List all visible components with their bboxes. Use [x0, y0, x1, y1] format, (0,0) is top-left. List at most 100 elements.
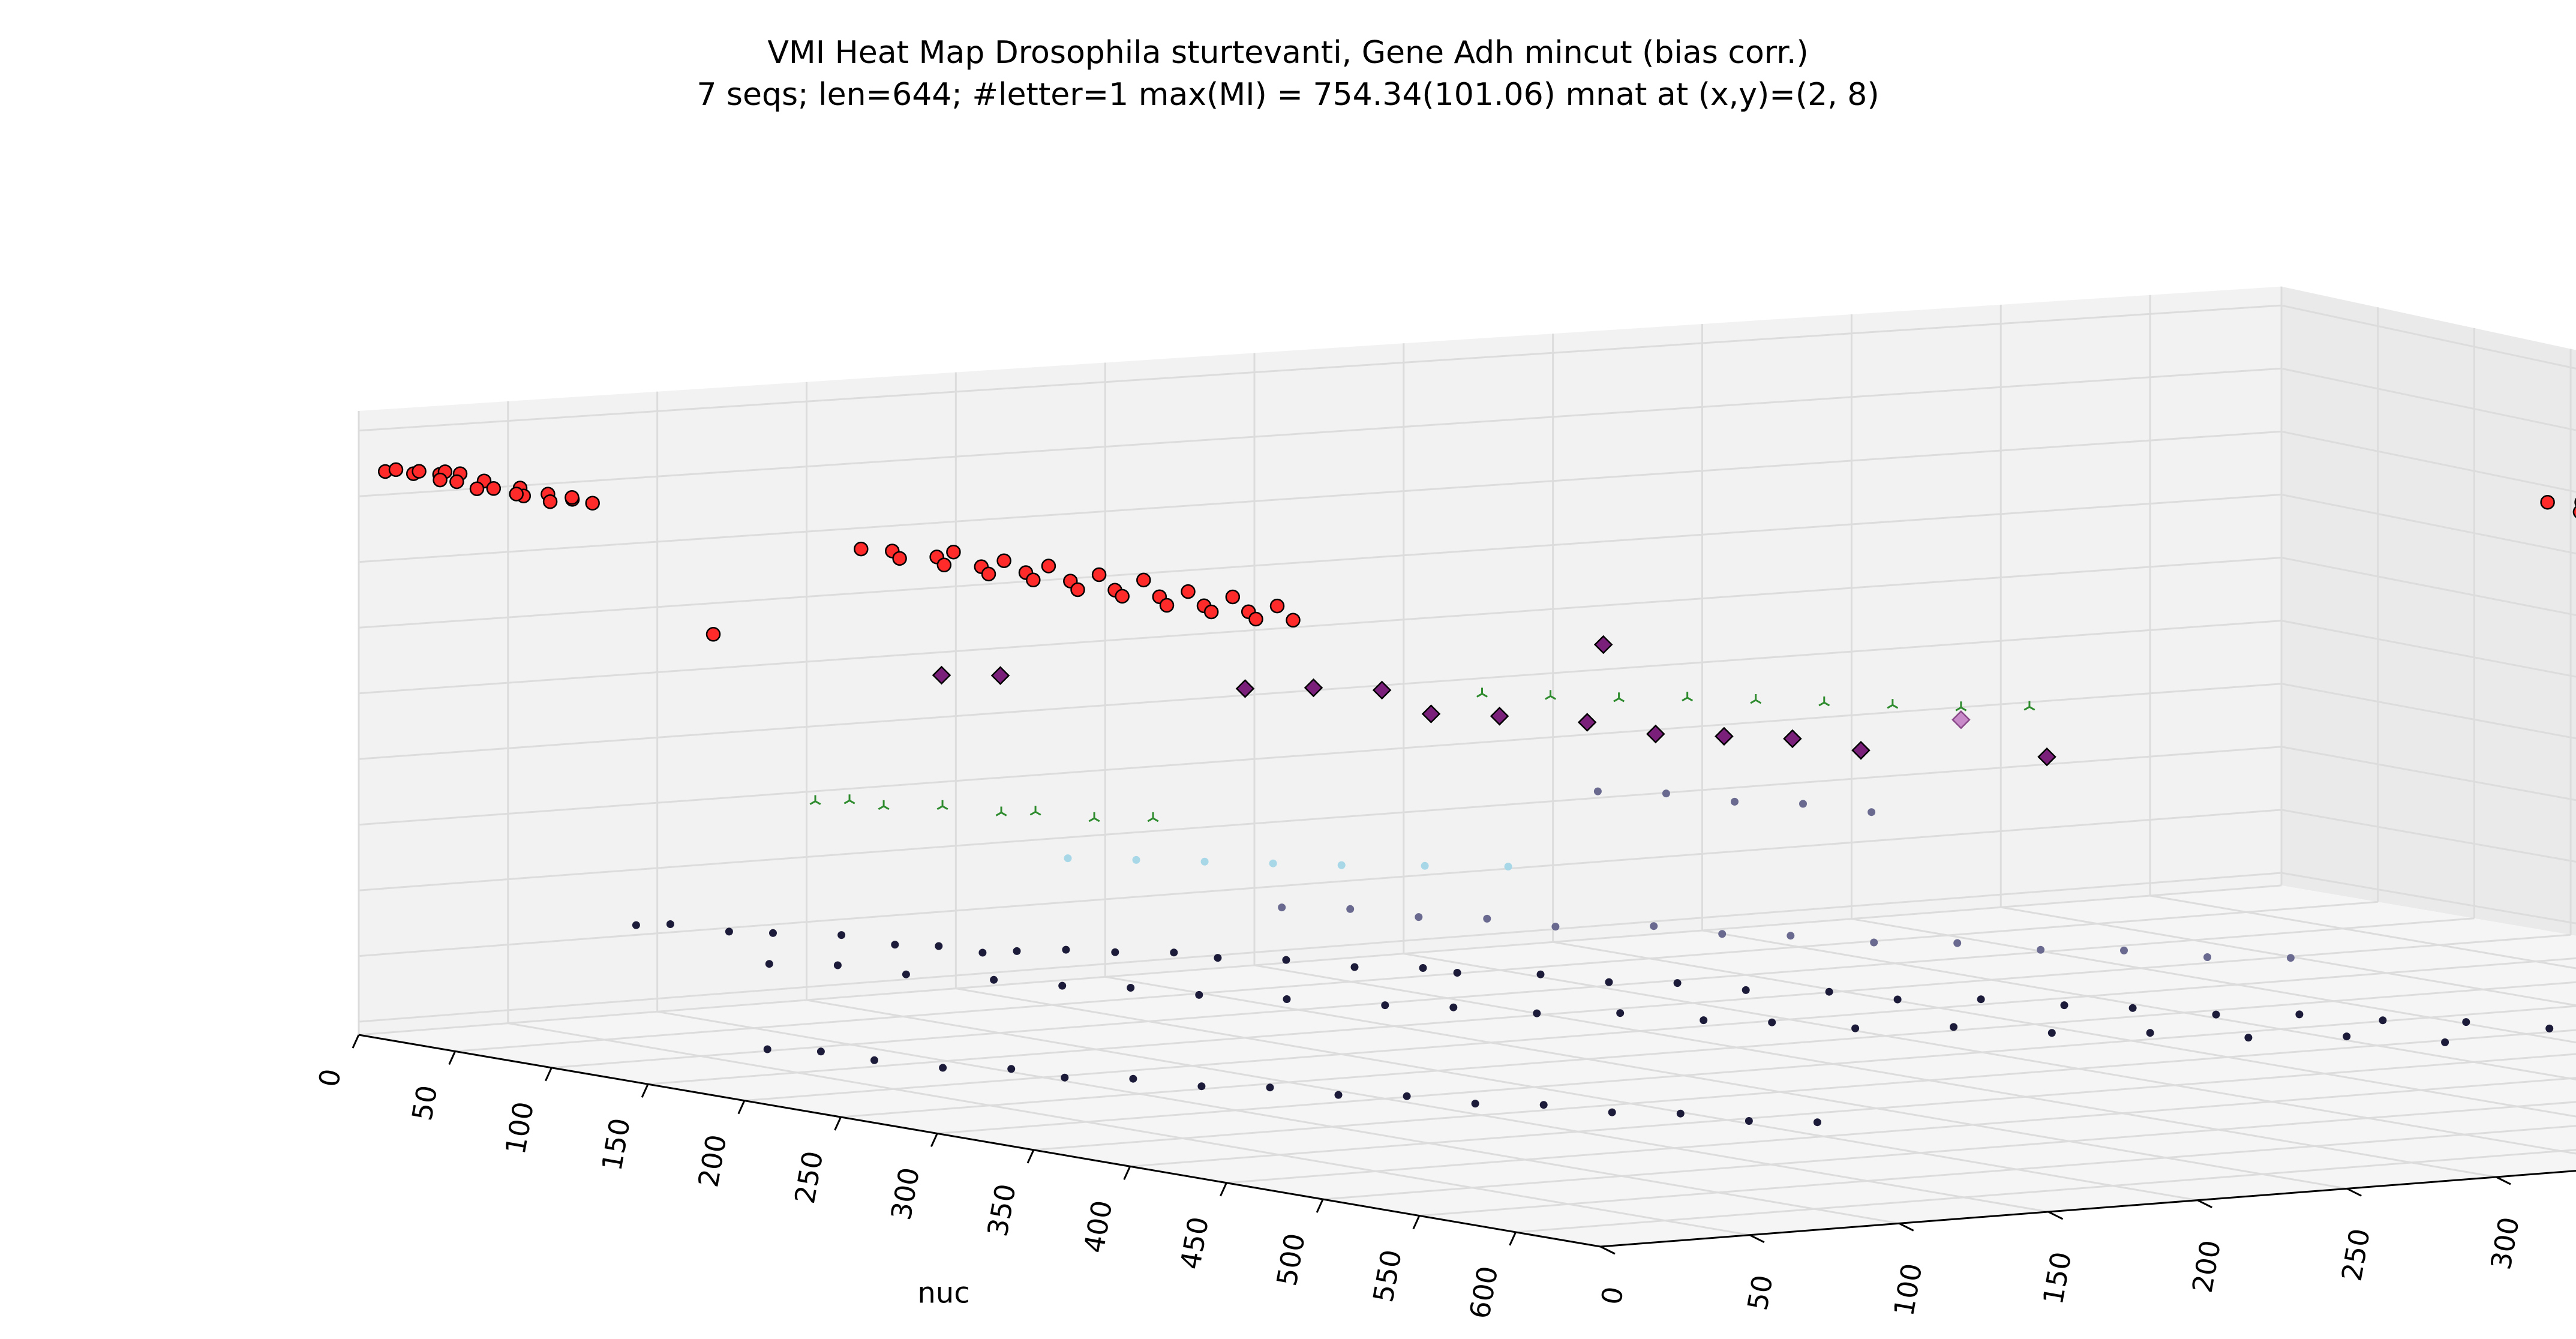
grid-line [2281, 430, 2576, 493]
data-point [1715, 726, 1734, 746]
data-point [878, 800, 890, 810]
x-tick [1412, 1215, 1421, 1230]
data-point [666, 920, 674, 928]
grid-line [1104, 975, 2347, 1190]
data-point [2203, 953, 2211, 961]
series-1 [932, 635, 2056, 767]
grid-line [1702, 929, 2576, 1080]
data-point [388, 462, 404, 478]
data-point [891, 941, 899, 949]
data-point [1676, 1109, 1685, 1118]
data-point [449, 474, 464, 490]
axes-lines [352, 1034, 2576, 1255]
x-tick-label: 450 [1174, 1214, 1215, 1272]
data-point [995, 806, 1007, 816]
y-tick [2197, 1199, 2212, 1209]
data-point [1062, 945, 1070, 954]
data-point [1750, 694, 1762, 704]
grid-line [2281, 809, 2576, 863]
data-point [412, 464, 427, 479]
data-point [981, 566, 996, 582]
data-point [1111, 948, 1119, 956]
grid-line [2281, 620, 2576, 678]
data-point [2540, 494, 2555, 510]
data-point [1616, 1009, 1625, 1017]
data-point [1350, 963, 1359, 971]
data-point [2023, 701, 2035, 711]
data-point [902, 970, 910, 978]
data-point [1007, 1065, 1016, 1073]
data-point [1337, 861, 1346, 869]
data-point [1742, 986, 1750, 994]
grid-line [358, 809, 2282, 957]
x-tick-label: 400 [1077, 1198, 1118, 1256]
data-point [1200, 857, 1209, 866]
data-point [1381, 1001, 1389, 1010]
data-point [1545, 690, 1557, 700]
data-point [809, 795, 821, 805]
grid-line [1254, 964, 2497, 1178]
data-point [1453, 969, 1461, 977]
data-point [1768, 1018, 1776, 1026]
y-tick-label: 300 [2484, 1215, 2525, 1272]
x-tick-label: 0 [313, 1067, 347, 1089]
data-point [1132, 855, 1140, 864]
x-tick [1026, 1149, 1035, 1164]
grid-line [956, 987, 2198, 1202]
data-point [1013, 947, 1021, 955]
data-point [725, 927, 733, 936]
data-point [1483, 914, 1491, 923]
grid-line [937, 1005, 2576, 1134]
x-tick-label: 100 [499, 1099, 540, 1157]
grid-line [358, 304, 2282, 432]
data-point [816, 1047, 825, 1056]
data-point [509, 487, 524, 502]
x-tick [545, 1067, 553, 1082]
y-tick [1749, 1234, 1765, 1244]
data-point [2286, 954, 2295, 962]
data-point [1449, 1003, 1458, 1011]
data-point [1282, 956, 1290, 964]
data-point [1662, 789, 1670, 798]
data-point [1170, 948, 1178, 957]
data-point [990, 975, 998, 984]
chart-title: VMI Heat Map Drosophila sturtevanti, Gen… [767, 35, 1809, 71]
y-tick-label: 200 [2186, 1238, 2227, 1295]
grid-line [1226, 1077, 2576, 1184]
data-point [763, 1045, 771, 1053]
data-point [1269, 598, 1285, 614]
data-point [632, 921, 640, 929]
data-point [1235, 679, 1255, 698]
y-tick [1899, 1222, 1914, 1232]
data-point [1266, 1083, 1274, 1092]
data-point [996, 553, 1011, 568]
data-point [833, 961, 842, 969]
data-point [1197, 1082, 1206, 1091]
x-tick-label: 50 [406, 1083, 443, 1123]
data-point [2128, 1004, 2137, 1012]
data-point [1286, 613, 1301, 628]
data-point [1955, 701, 1967, 711]
data-point [2244, 1034, 2253, 1042]
data-point [1403, 1092, 1411, 1100]
data-point [705, 627, 721, 642]
data-point [939, 1064, 947, 1072]
data-point [1064, 854, 1072, 863]
data-point [1419, 964, 1427, 972]
grid-line [1130, 1053, 2576, 1167]
x-tick [1316, 1199, 1324, 1213]
data-point [1673, 979, 1682, 987]
x-tick-label: 250 [788, 1149, 829, 1206]
x-tick [1123, 1166, 1131, 1180]
data-point [1181, 584, 1196, 599]
data-point [1346, 905, 1355, 913]
data-point [1951, 710, 1971, 729]
data-point [1825, 987, 1833, 996]
data-point [1471, 1100, 1479, 1108]
data-point [946, 544, 961, 560]
axes-panes [359, 286, 2576, 1247]
data-point [1372, 680, 1392, 700]
data-point [1129, 1074, 1137, 1083]
data-point [837, 931, 846, 939]
series-5 [1064, 854, 1512, 870]
